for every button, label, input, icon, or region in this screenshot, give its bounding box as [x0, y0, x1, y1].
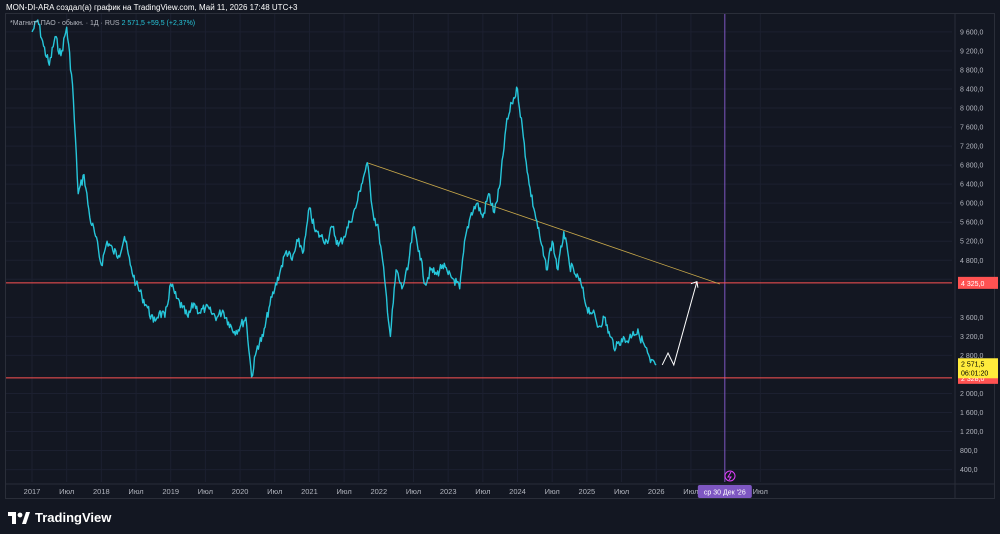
- x-tick-label: 2023: [440, 487, 457, 496]
- y-tick-label: 8 800,0: [960, 67, 983, 74]
- y-tick-label: 2 800,0: [960, 353, 983, 360]
- y-tick-label: 2 000,0: [960, 391, 983, 398]
- y-tick-label: 8 400,0: [960, 87, 983, 94]
- current-price-badge-bg: [958, 358, 998, 379]
- y-tick-label: 5 600,0: [960, 220, 983, 227]
- legend-change: +59,5 (+2,37%): [146, 20, 196, 27]
- y-tick-label: 5 200,0: [960, 239, 983, 246]
- x-tick-label: 2022: [370, 487, 387, 496]
- y-tick-label: 3 200,0: [960, 334, 983, 341]
- x-tick-label: Июл: [128, 487, 143, 496]
- chart-area[interactable]: [5, 13, 995, 499]
- x-tick-label: Июл: [683, 487, 698, 496]
- x-tick-label: Июл: [59, 487, 74, 496]
- y-tick-label: 7 200,0: [960, 144, 983, 151]
- trendline[interactable]: [367, 162, 720, 285]
- y-tick-label: 6 800,0: [960, 163, 983, 170]
- y-tick-label: 9 200,0: [960, 48, 983, 55]
- x-tick-label: 2025: [579, 487, 596, 496]
- y-tick-label: 400,0: [960, 467, 978, 474]
- level-high-badge-bg: [958, 276, 998, 289]
- y-tick-label: 1 600,0: [960, 410, 983, 417]
- x-tick-label: Июл: [614, 487, 629, 496]
- countdown-label: 06:01:20: [961, 370, 988, 377]
- tradingview-logo[interactable]: TradingView: [8, 510, 111, 525]
- current-price-label: 2 571,5: [961, 361, 984, 368]
- date-cursor-label: ср 30 Дек '26: [704, 490, 746, 497]
- level-high-badge: 4 325,0: [961, 281, 984, 288]
- y-tick-label: 8 000,0: [960, 106, 983, 113]
- legend-price: 2 571,5: [121, 20, 145, 27]
- x-tick-label: Июл: [545, 487, 560, 496]
- price-series-line[interactable]: [31, 19, 657, 378]
- x-tick-label: 2020: [232, 487, 249, 496]
- x-tick-label: Июл: [198, 487, 213, 496]
- chart-header-title: MON-DI-ARA создал(а) график на TradingVi…: [6, 3, 298, 12]
- date-cursor-badge: [697, 485, 752, 498]
- event-marker-icon[interactable]: [724, 470, 736, 482]
- y-tick-label: 6 400,0: [960, 182, 983, 189]
- y-tick-label: 7 600,0: [960, 125, 983, 132]
- y-tick-label: 6 000,0: [960, 201, 983, 208]
- projection-path[interactable]: [661, 281, 698, 367]
- y-tick-label: 9 600,0: [960, 29, 983, 36]
- x-tick-label: Июл: [337, 487, 352, 496]
- x-tick-label: 2024: [509, 487, 526, 496]
- x-tick-label: Июл: [475, 487, 490, 496]
- x-tick-label: 2026: [648, 487, 665, 496]
- level-low-badge: 2 328,0: [961, 376, 984, 383]
- y-tick-label: 1 200,0: [960, 429, 983, 436]
- symbol-name[interactable]: *Магнит* ПАО - обыкн. · 1Д · RUS: [10, 20, 120, 27]
- symbol-legend[interactable]: *Магнит* ПАО - обыкн. · 1Д · RUS 2 571,5…: [10, 20, 195, 27]
- brand-name: TradingView: [35, 510, 112, 525]
- x-tick-label: Июл: [406, 487, 421, 496]
- y-tick-label: 3 600,0: [960, 315, 983, 322]
- x-tick-label: Июл: [267, 487, 282, 496]
- y-tick-label: 4 800,0: [960, 258, 983, 265]
- x-tick-label: 2019: [162, 487, 179, 496]
- projection-arrow-head: [690, 281, 699, 288]
- x-tick-label: 2017: [24, 487, 41, 496]
- x-tick-label: 2021: [301, 487, 318, 496]
- lightning-icon: [727, 471, 732, 481]
- y-tick-label: 800,0: [960, 448, 978, 455]
- tradingview-icon: [8, 511, 30, 524]
- x-tick-label: 2018: [93, 487, 110, 496]
- x-tick-label: Июл: [753, 487, 768, 496]
